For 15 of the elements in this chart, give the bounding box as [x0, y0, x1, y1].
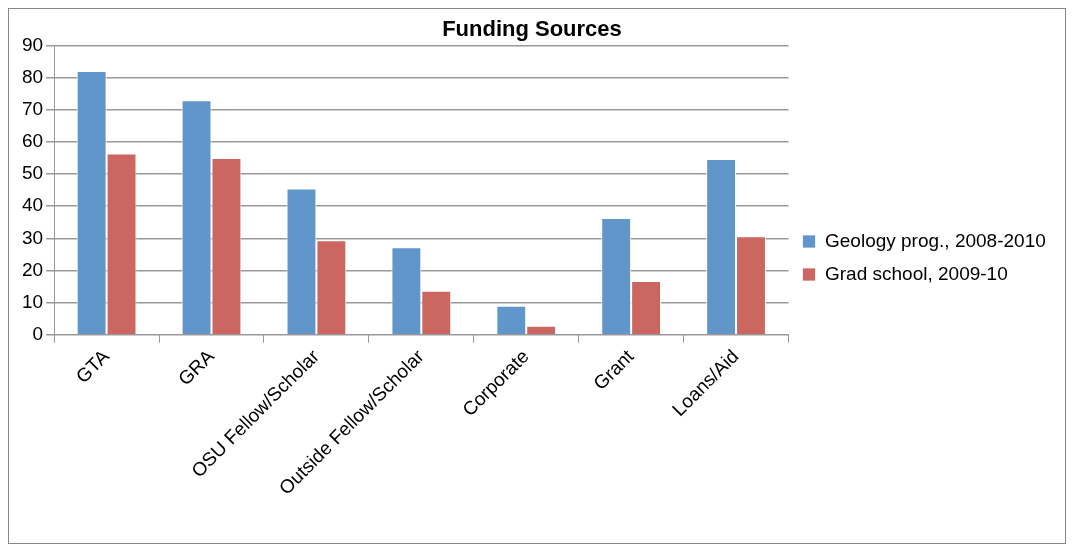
- y-tick-label: 0: [32, 322, 44, 344]
- legend-label: Grad school, 2009-10: [825, 262, 1008, 284]
- y-tick-label: 20: [21, 258, 44, 280]
- y-tick-label: 10: [21, 290, 44, 312]
- legend-label: Geology prog., 2008-2010: [825, 229, 1046, 251]
- x-tick-label: GRA: [174, 345, 219, 390]
- y-tick-label: 40: [21, 194, 44, 216]
- y-tick-label: 60: [21, 130, 44, 152]
- y-tick-label: 30: [21, 226, 44, 248]
- chart-title: Funding Sources: [442, 16, 622, 42]
- y-tick-label: 90: [21, 33, 44, 55]
- x-tick-label: GTA: [71, 345, 114, 387]
- y-tick-label: 80: [21, 65, 44, 87]
- y-tick-label: 50: [21, 162, 44, 184]
- y-tick-label: 70: [21, 97, 44, 119]
